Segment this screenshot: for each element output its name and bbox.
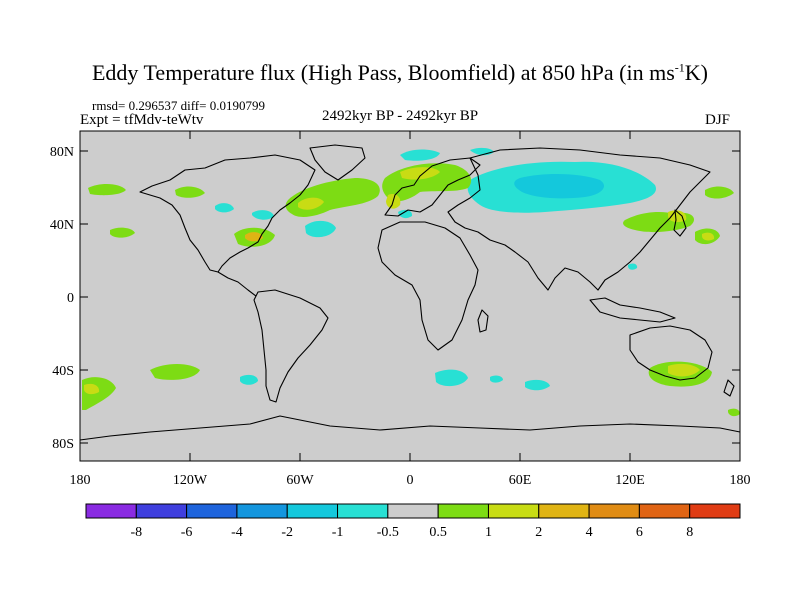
colorbar-swatch xyxy=(337,503,389,519)
latitude-axis xyxy=(80,150,740,444)
colorbar-label: -6 xyxy=(181,525,193,540)
colorbar-label: -0.5 xyxy=(377,525,399,540)
latitude-labels: 80N 40N 0 40S 80S xyxy=(50,145,74,452)
south-atlantic-patch-2 xyxy=(435,369,468,387)
japan-core xyxy=(668,210,687,223)
north-atlantic-core xyxy=(298,197,324,210)
lon-label-120e: 120E xyxy=(615,473,645,488)
coast-asia xyxy=(447,147,711,291)
coast-japan xyxy=(673,209,687,237)
colorbar-swatch xyxy=(387,503,439,519)
south-atlantic-patch-3 xyxy=(490,375,503,383)
lon-label-0: 0 xyxy=(407,473,414,488)
longitude-axis xyxy=(189,131,631,461)
north-pacific-west-patch xyxy=(88,184,126,196)
colorbar-swatch xyxy=(85,503,137,519)
title-tail: K) xyxy=(684,60,708,85)
lon-label-120w: 120W xyxy=(173,473,208,488)
colorbar-swatch xyxy=(236,503,288,519)
lon-label-60e: 60E xyxy=(509,473,532,488)
colorbar-label: 8 xyxy=(686,525,693,540)
eastern-us-core xyxy=(245,232,263,242)
south-pacific-patch xyxy=(150,364,200,380)
great-lakes-patch xyxy=(252,210,274,220)
south-indian-patch xyxy=(525,379,550,391)
colorbar-swatch xyxy=(487,503,540,519)
anomaly-patches xyxy=(82,147,740,417)
lat-label-0: 0 xyxy=(67,291,74,306)
atlantic-negative-patch xyxy=(305,220,336,238)
siberia-core-patch xyxy=(514,174,605,199)
colorbar-swatch xyxy=(588,503,640,519)
colorbar-label: -1 xyxy=(332,525,344,540)
alaska-patch xyxy=(175,186,205,198)
lat-label-80n: 80N xyxy=(50,145,74,160)
colorbar-swatch xyxy=(689,503,741,519)
north-pacific-small-patch xyxy=(110,227,135,238)
coast-central-america xyxy=(217,271,257,297)
page-title: Eddy Temperature flux (High Pass, Bloomf… xyxy=(0,60,800,86)
colorbar-label: 4 xyxy=(586,525,593,540)
lon-label-180w: 180 xyxy=(70,473,91,488)
colorbar-label: 1 xyxy=(485,525,492,540)
coast-africa xyxy=(377,221,479,351)
pacific-negative-patch xyxy=(215,203,234,213)
experiment-label: Expt = tfMdv-teWtv xyxy=(80,112,204,128)
longitude-labels: 180 120W 60W 0 60E 120E 180 xyxy=(70,473,751,488)
south-pacific-west-core xyxy=(84,383,100,395)
colorbar-label: -8 xyxy=(130,525,142,540)
colorbar-label: -4 xyxy=(231,525,243,540)
coast-south-america xyxy=(253,289,329,403)
colorbar: -8 -6 -4 -2 -1 -0.5 0.5 1 2 4 6 8 xyxy=(85,503,741,540)
coast-madagascar xyxy=(477,309,489,333)
south-atlantic-patch-1 xyxy=(240,374,258,385)
lat-label-80s: 80S xyxy=(52,437,74,452)
australia-core xyxy=(668,363,700,377)
colorbar-swatch xyxy=(437,503,489,519)
season-label: DJF xyxy=(705,112,731,128)
coast-australia xyxy=(629,325,713,381)
eurasia-positive-core xyxy=(400,167,440,180)
coast-new-zealand xyxy=(723,379,735,397)
colorbar-swatch xyxy=(286,503,339,519)
southern-ocean-east-patch xyxy=(728,408,740,417)
lat-label-40n: 40N xyxy=(50,218,74,233)
coast-europe xyxy=(384,157,481,217)
mediterranean-patch xyxy=(398,209,413,219)
lon-label-60w: 60W xyxy=(286,473,314,488)
bering-patch xyxy=(705,186,734,199)
coastlines xyxy=(79,144,741,441)
arctic-patch-1 xyxy=(400,149,440,161)
map-panel xyxy=(79,130,741,462)
east-china-patch xyxy=(628,263,638,270)
coast-north-america xyxy=(139,154,316,273)
colorbar-label: 0.5 xyxy=(429,525,447,540)
period-label: 2492kyr BP - 2492kyr BP xyxy=(322,108,479,124)
colorbar-label: 6 xyxy=(636,525,643,540)
title-main: Eddy Temperature flux (High Pass, Bloomf… xyxy=(91,60,675,85)
colorbar-swatch xyxy=(186,503,238,519)
northwest-pacific-core xyxy=(702,232,715,241)
lon-label-180e: 180 xyxy=(730,473,751,488)
colorbar-swatch xyxy=(638,503,691,519)
stats-text: rmsd= 0.296537 diff= 0.0190799 xyxy=(92,98,265,113)
colorbar-swatch xyxy=(538,503,590,519)
coast-greenland xyxy=(309,144,366,181)
coast-indonesia xyxy=(589,297,676,323)
colorbar-swatch xyxy=(135,503,188,519)
colorbar-label: 2 xyxy=(535,525,542,540)
colorbar-label: -2 xyxy=(281,525,293,540)
title-superscript: -1 xyxy=(674,60,685,75)
lat-label-40s: 40S xyxy=(52,364,74,379)
coast-antarctica xyxy=(79,415,741,441)
